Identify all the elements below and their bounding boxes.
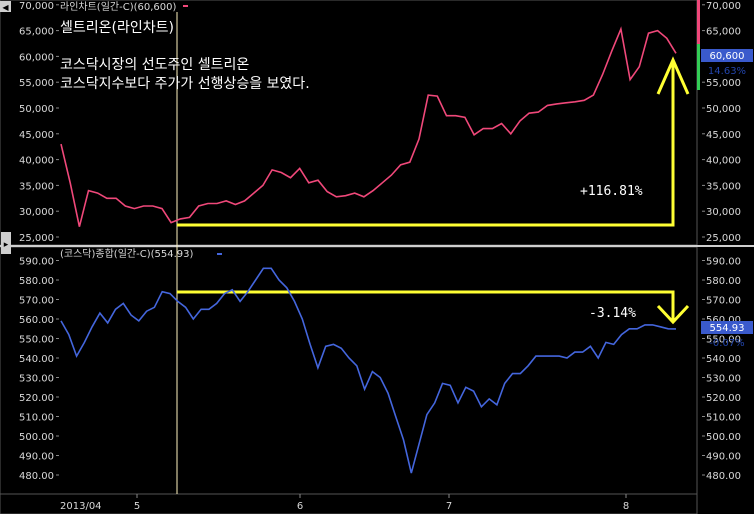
top-range-bar-up [697, 0, 700, 44]
bottom-right-tick-label: 580.00 [706, 276, 741, 287]
scroll-left-button[interactable] [0, 1, 11, 12]
x-tick-label: 8 [623, 501, 629, 512]
x-axis: 2013/04 5 6 7 8 [60, 494, 629, 512]
bottom-right-tick-label: 560.00 [706, 315, 741, 326]
scroll-left-icon: ◀ [2, 3, 9, 12]
bottom-left-tick-label: 590.00 [19, 257, 54, 268]
bottom-right-tick-label: 490.00 [706, 452, 741, 463]
top-left-tick-label: 50,000 [19, 104, 54, 115]
bottom-left-tick-label: 570.00 [19, 296, 54, 307]
top-series-line [60, 26, 677, 227]
x-tick-label: 2013/04 [60, 501, 102, 512]
top-right-tick-label: 65,000 [706, 27, 741, 38]
top-right-tick-label: 35,000 [706, 181, 741, 192]
bottom-right-tick-label: 530.00 [706, 374, 741, 385]
bottom-left-tick-label: 490.00 [19, 452, 54, 463]
bottom-left-tick-label: 510.00 [19, 413, 54, 424]
top-left-tick-label: 25,000 [19, 233, 54, 244]
bottom-right-tick-label: 540.00 [706, 354, 741, 365]
bottom-right-tick-label: 480.00 [706, 471, 741, 482]
top-change-arrowhead [656, 56, 690, 95]
top-left-tick-label: 40,000 [19, 156, 54, 167]
bottom-left-tick-label: 520.00 [19, 393, 54, 404]
bottom-left-tick-label: 580.00 [19, 276, 54, 287]
top-left-tick-label: 30,000 [19, 207, 54, 218]
bottom-pct-badge-text: -0.07% [709, 338, 744, 349]
bottom-value-badge [701, 321, 753, 334]
top-right-tick-label: 55,000 [706, 78, 741, 89]
x-tick-label: 7 [446, 501, 452, 512]
bottom-series-label: (코스닥)종합(일간-C)(554.93) [60, 248, 193, 260]
top-series-label: 라인차트(일간-C)(60,600) [60, 1, 176, 13]
top-left-tick-label: 65,000 [19, 27, 54, 38]
bottom-series-line [60, 267, 677, 474]
x-tick-label: 5 [134, 501, 140, 512]
top-value-badge [701, 49, 753, 62]
x-tick-label: 6 [297, 501, 303, 512]
note-line-1: 코스닥시장의 선도주인 셀트리온 [60, 57, 249, 73]
top-left-axis: 25,000 30,000 35,000 40,000 45,000 50,000 55,0… [19, 1, 59, 244]
bottom-right-tick-label: 550.00 [706, 335, 741, 346]
top-pct-badge-text: 14.63% [708, 66, 746, 77]
top-range-bar-down [697, 44, 700, 90]
top-left-tick-label: 60,000 [19, 52, 54, 63]
bottom-right-tick-label: 590.00 [706, 257, 741, 268]
bottom-left-tick-label: 530.00 [19, 374, 54, 385]
bottom-right-tick-label: 570.00 [706, 296, 741, 307]
top-change-arrow [177, 62, 675, 227]
top-right-tick-label: 70,000 [706, 1, 741, 12]
bottom-value-badge-text: 554.93 [710, 323, 745, 334]
resize-arrow-icon: ▸ [4, 240, 9, 250]
bottom-left-axis: 480.00 490.00 500.00 510.00 520.00 530.00 540.… [19, 257, 59, 482]
chart-title: 셀트리온(라인차트) [60, 20, 174, 36]
bottom-left-tick-label: 560.00 [19, 315, 54, 326]
top-change-label: +116.81% [580, 184, 643, 199]
bottom-change-label: -3.14% [589, 306, 636, 321]
bottom-left-tick-label: 540.00 [19, 354, 54, 365]
x-axis-bar [0, 493, 698, 514]
bottom-left-tick-label: 500.00 [19, 432, 54, 443]
bottom-right-tick-label: 520.00 [706, 393, 741, 404]
top-right-tick-label: 30,000 [706, 207, 741, 218]
bottom-change-arrowhead [656, 304, 690, 325]
bottom-right-tick-label: 500.00 [706, 432, 741, 443]
top-left-tick-label: 35,000 [19, 181, 54, 192]
top-value-badge-text: 60,600 [710, 51, 745, 62]
top-right-tick-label: 50,000 [706, 104, 741, 115]
bottom-change-arrow [177, 290, 675, 322]
bottom-left-tick-label: 550.00 [19, 335, 54, 346]
bottom-left-tick-label: 480.00 [19, 471, 54, 482]
top-left-tick-label: 70,000 [19, 1, 54, 12]
bottom-right-axis: 480.00 490.00 500.00 510.00 520.00 530.00 540.… [702, 257, 741, 482]
top-left-tick-label: 55,000 [19, 78, 54, 89]
top-right-tick-label: 25,000 [706, 233, 741, 244]
top-right-tick-label: 40,000 [706, 156, 741, 167]
bottom-right-tick-label: 510.00 [706, 413, 741, 424]
top-right-tick-label: 45,000 [706, 130, 741, 141]
note-line-2: 코스닥지수보다 주가가 선행상승을 보였다. [60, 76, 310, 92]
panel-resize-handle[interactable] [1, 232, 11, 254]
top-left-tick-label: 45,000 [19, 130, 54, 141]
